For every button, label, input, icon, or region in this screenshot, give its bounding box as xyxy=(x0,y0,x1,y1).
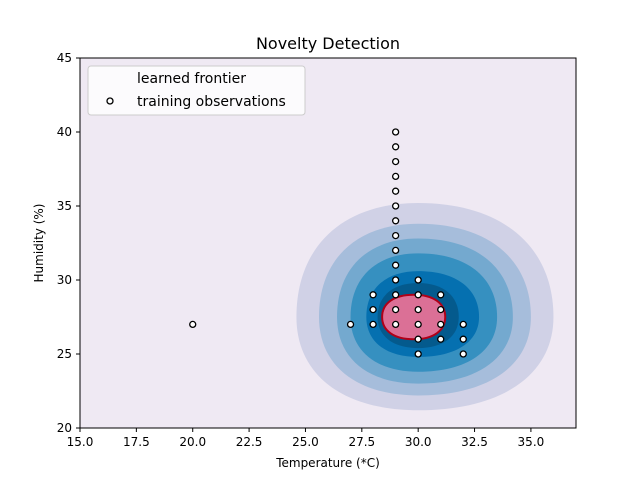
x-tick-label: 35.0 xyxy=(518,435,545,449)
plot-frame xyxy=(79,57,577,429)
training-observation-point xyxy=(391,291,400,299)
legend-observation-marker xyxy=(106,97,114,105)
training-observation-point xyxy=(437,320,445,329)
y-tick-label: 45 xyxy=(57,51,72,65)
training-observation-point xyxy=(391,187,400,195)
x-tick-label: 30.0 xyxy=(405,435,432,449)
training-observation-point xyxy=(391,305,400,314)
x-tick-label: 20.0 xyxy=(179,435,206,449)
training-observation-point xyxy=(414,305,422,314)
training-observation-point xyxy=(391,202,400,210)
legend: learned frontier training observations xyxy=(87,65,306,116)
learned-frontier-layer xyxy=(381,293,447,341)
y-tick-label: 35 xyxy=(57,199,72,213)
training-observation-point xyxy=(459,320,467,329)
training-observation-point xyxy=(437,305,445,314)
training-observation-point xyxy=(391,157,400,166)
training-observation-point xyxy=(369,291,377,299)
training-observation-point xyxy=(459,350,467,358)
training-observation-point xyxy=(391,261,400,269)
training-observations xyxy=(189,128,467,358)
y-axis-label: Humidity (%) xyxy=(32,204,46,283)
chart-title: Novelty Detection xyxy=(256,34,400,53)
y-tick-label: 25 xyxy=(57,347,72,361)
x-axis: 15.0 17.5 20.0 22.5 25.0 27.5 30.0 32.5 35.0 xyxy=(67,428,545,449)
training-observation-point xyxy=(414,350,422,358)
y-tick-label: 30 xyxy=(57,273,72,287)
training-observation-point xyxy=(369,320,377,329)
training-observation-point xyxy=(414,320,422,329)
training-observation-point xyxy=(391,246,400,255)
legend-frontier-label: learned frontier xyxy=(137,71,246,87)
legend-observations-label: training observations xyxy=(137,94,286,110)
training-observation-point xyxy=(391,320,400,329)
y-tick-label: 20 xyxy=(57,421,72,435)
legend-box xyxy=(87,65,306,116)
training-observation-point xyxy=(437,335,445,343)
training-observation-point xyxy=(391,231,400,240)
plot-area xyxy=(79,57,577,429)
training-observation-point xyxy=(414,335,422,343)
training-observation-point xyxy=(414,291,422,299)
x-tick-label: 15.0 xyxy=(67,435,94,449)
training-observation-point xyxy=(459,335,467,343)
training-observation-point xyxy=(346,320,355,329)
training-observation-point xyxy=(391,143,400,151)
training-observation-point xyxy=(391,276,400,284)
training-observation-point xyxy=(414,276,422,284)
x-tick-label: 27.5 xyxy=(348,435,375,449)
training-observation-point xyxy=(391,172,400,181)
x-tick-label: 22.5 xyxy=(236,435,263,449)
training-observation-point xyxy=(189,320,197,329)
y-axis: 20 25 30 35 40 45 xyxy=(57,51,80,435)
x-tick-label: 32.5 xyxy=(461,435,488,449)
x-axis-label: Temperature (*C) xyxy=(275,456,380,470)
x-tick-label: 25.0 xyxy=(292,435,319,449)
x-tick-label: 17.5 xyxy=(123,435,150,449)
y-tick-label: 40 xyxy=(57,125,72,139)
training-observation-point xyxy=(391,128,400,136)
training-observation-point xyxy=(391,217,400,225)
learned-frontier xyxy=(381,293,447,341)
training-observation-point xyxy=(437,291,445,299)
training-observation-point xyxy=(369,305,377,314)
